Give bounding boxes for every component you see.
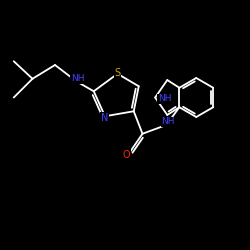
Text: N: N xyxy=(101,113,108,123)
Text: NH: NH xyxy=(158,94,172,103)
Text: O: O xyxy=(122,150,130,160)
Text: NH: NH xyxy=(162,118,175,126)
Text: NH: NH xyxy=(71,74,84,83)
Text: S: S xyxy=(114,68,120,78)
